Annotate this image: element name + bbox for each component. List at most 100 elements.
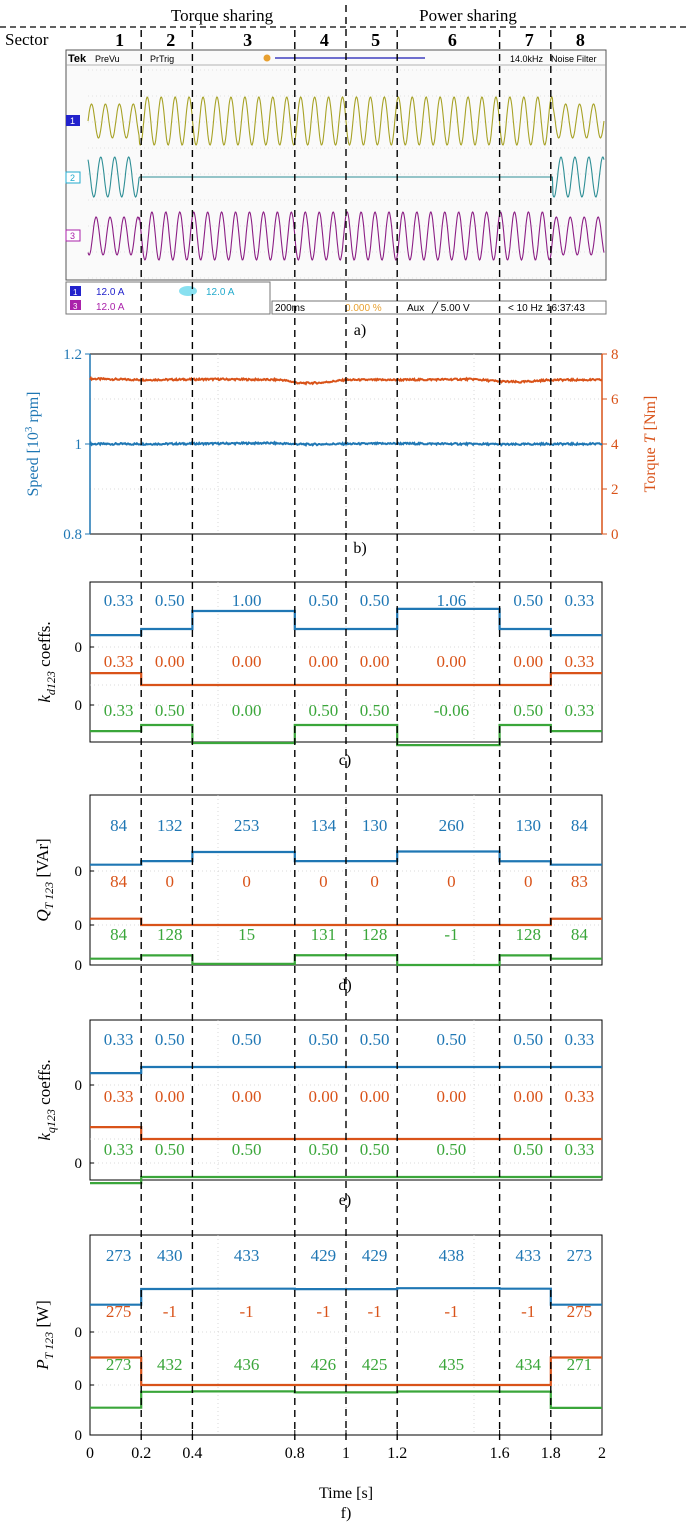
kq-coeffs-chart: 0.33 0.50 0.50 0.50 0.50 0.50 0.50 0.33 0.33 0.00… [35, 1019, 603, 1209]
ch3-scale: 12.0 A [96, 302, 125, 313]
value-label: -1 [521, 1302, 535, 1321]
value-label: 0.33 [104, 652, 134, 671]
x-tick-label: 1.6 [490, 1445, 510, 1462]
value-label: 0.50 [155, 1030, 185, 1049]
value-label: 128 [515, 925, 541, 944]
value-label: 0 [242, 872, 251, 891]
left-tick-label: 1 [75, 437, 83, 453]
scope-channel-1-trace [87, 96, 605, 146]
value-label: 0.50 [437, 1030, 467, 1049]
scope-trigger-level: ╱ 5.00 V [431, 301, 470, 314]
value-label: 0.50 [309, 591, 339, 610]
y-tick-label: 0 [75, 698, 83, 714]
value-label: 253 [234, 816, 260, 835]
ylabel-kq: kq123 coeffs. [35, 1059, 58, 1140]
step-series-1 [90, 1126, 602, 1141]
value-label: 0 [370, 872, 379, 891]
y-tick-label: 0 [75, 1325, 83, 1341]
torque-sharing-label: Torque sharing [171, 6, 274, 25]
ylabel-p: PT 123 [W] [33, 1300, 56, 1370]
value-label: 131 [311, 925, 337, 944]
speed-torque-chart: 0.8 1 1.2 0 2 4 6 8 Speed [103 rpm] Torque T [N… [23, 347, 659, 557]
right-tick-label: 8 [611, 347, 619, 363]
power-sharing-label: Power sharing [419, 6, 517, 25]
ylabel-speed: Speed [103 rpm] [23, 391, 42, 496]
value-label: 0.00 [155, 1087, 185, 1106]
value-label: 429 [362, 1246, 388, 1265]
caption-d: d) [338, 977, 351, 994]
ticks-e: 00 [75, 1078, 94, 1172]
ch2-marker: 2 [70, 173, 75, 183]
scope-mode: PreVu [95, 54, 120, 64]
value-label: 0.50 [232, 1140, 262, 1159]
ch1-status-marker: 1 [73, 288, 78, 297]
value-label: 0.33 [565, 591, 595, 610]
sector-number-4: 4 [320, 30, 329, 50]
y-tick-label: 0 [75, 1078, 83, 1094]
value-label: 0.00 [513, 1087, 543, 1106]
value-label: 0.00 [232, 701, 262, 720]
value-label: 0.33 [104, 1140, 134, 1159]
right-tick-label: 2 [611, 482, 619, 498]
value-label: -1 [444, 1302, 458, 1321]
value-label: 84 [571, 816, 589, 835]
ch1-marker: 1 [70, 116, 75, 126]
value-label: 0.50 [360, 1030, 390, 1049]
value-label: 0.33 [104, 701, 134, 720]
ticks-d: 0 0 0 [75, 864, 94, 974]
y-tick-label: 0 [75, 1428, 83, 1444]
left-tick-label: 0.8 [63, 527, 82, 543]
sector-number-5: 5 [371, 30, 380, 50]
value-label: 0.50 [360, 701, 390, 720]
value-label: 0.50 [513, 701, 543, 720]
sector-number-3: 3 [243, 30, 252, 50]
value-label: 0.33 [565, 652, 595, 671]
value-label: 134 [311, 816, 337, 835]
value-label: 425 [362, 1355, 388, 1374]
value-label: 426 [311, 1355, 337, 1374]
oscilloscope-panel: Tek PreVu PrTrig 14.0kHz Noise Filter 1 … [65, 49, 607, 339]
channel-markers: 1 2 3 [65, 115, 81, 242]
sector-number-6: 6 [448, 30, 457, 50]
ch1-scale: 12.0 A [96, 287, 125, 298]
reactive-power-chart: 84 132 253 134 130 260 130 84 84 0 0 0 0 0 0 83 84 128 15 1… [33, 794, 603, 994]
xlabel-time: Time [s] [319, 1485, 373, 1502]
caption-c: c) [339, 752, 351, 769]
x-tick-label: 1.8 [541, 1445, 561, 1462]
right-tick-label: 0 [611, 527, 619, 543]
value-label: 84 [110, 872, 128, 891]
caption-e: e) [339, 1192, 351, 1209]
value-label: 273 [567, 1246, 593, 1265]
value-label: 0.33 [565, 1140, 595, 1159]
x-tick-label: 1 [342, 1445, 350, 1462]
y-tick-label: 0 [75, 918, 83, 934]
series-b [89, 375, 603, 448]
step-series-2 [90, 1175, 602, 1185]
value-label: -1 [240, 1302, 254, 1321]
value-label: 260 [439, 816, 465, 835]
value-label: 271 [567, 1355, 593, 1374]
value-label: 0.50 [360, 1140, 390, 1159]
sector-number-7: 7 [525, 30, 534, 50]
value-label: 0.00 [513, 652, 543, 671]
value-label: 0 [524, 872, 533, 891]
value-label: 0.00 [232, 1087, 262, 1106]
right-tick-label: 4 [611, 437, 619, 453]
value-label: 0.00 [437, 1087, 467, 1106]
value-label: 1.06 [437, 591, 467, 610]
value-label: 0.33 [565, 1087, 595, 1106]
ylabel-kd: kd123 coeffs. [35, 621, 58, 702]
value-label: 0.00 [437, 652, 467, 671]
value-label: 0.33 [565, 701, 595, 720]
kd-coeffs-chart: 0.33 0.50 1.00 0.50 0.50 1.06 0.50 0.33 0.33 0.00… [35, 581, 603, 769]
value-label: 0.50 [309, 1140, 339, 1159]
value-label: 15 [238, 925, 255, 944]
y-tick-label: 0 [75, 1378, 83, 1394]
step-series-2 [90, 1390, 602, 1409]
ylabel-q: QT 123 [VAr] [33, 838, 56, 921]
value-label: 0.00 [232, 652, 262, 671]
value-label: 0.33 [104, 591, 134, 610]
value-label: 0.50 [513, 1030, 543, 1049]
scope-trig: PrTrig [150, 54, 174, 64]
sector-number-2: 2 [166, 30, 175, 50]
